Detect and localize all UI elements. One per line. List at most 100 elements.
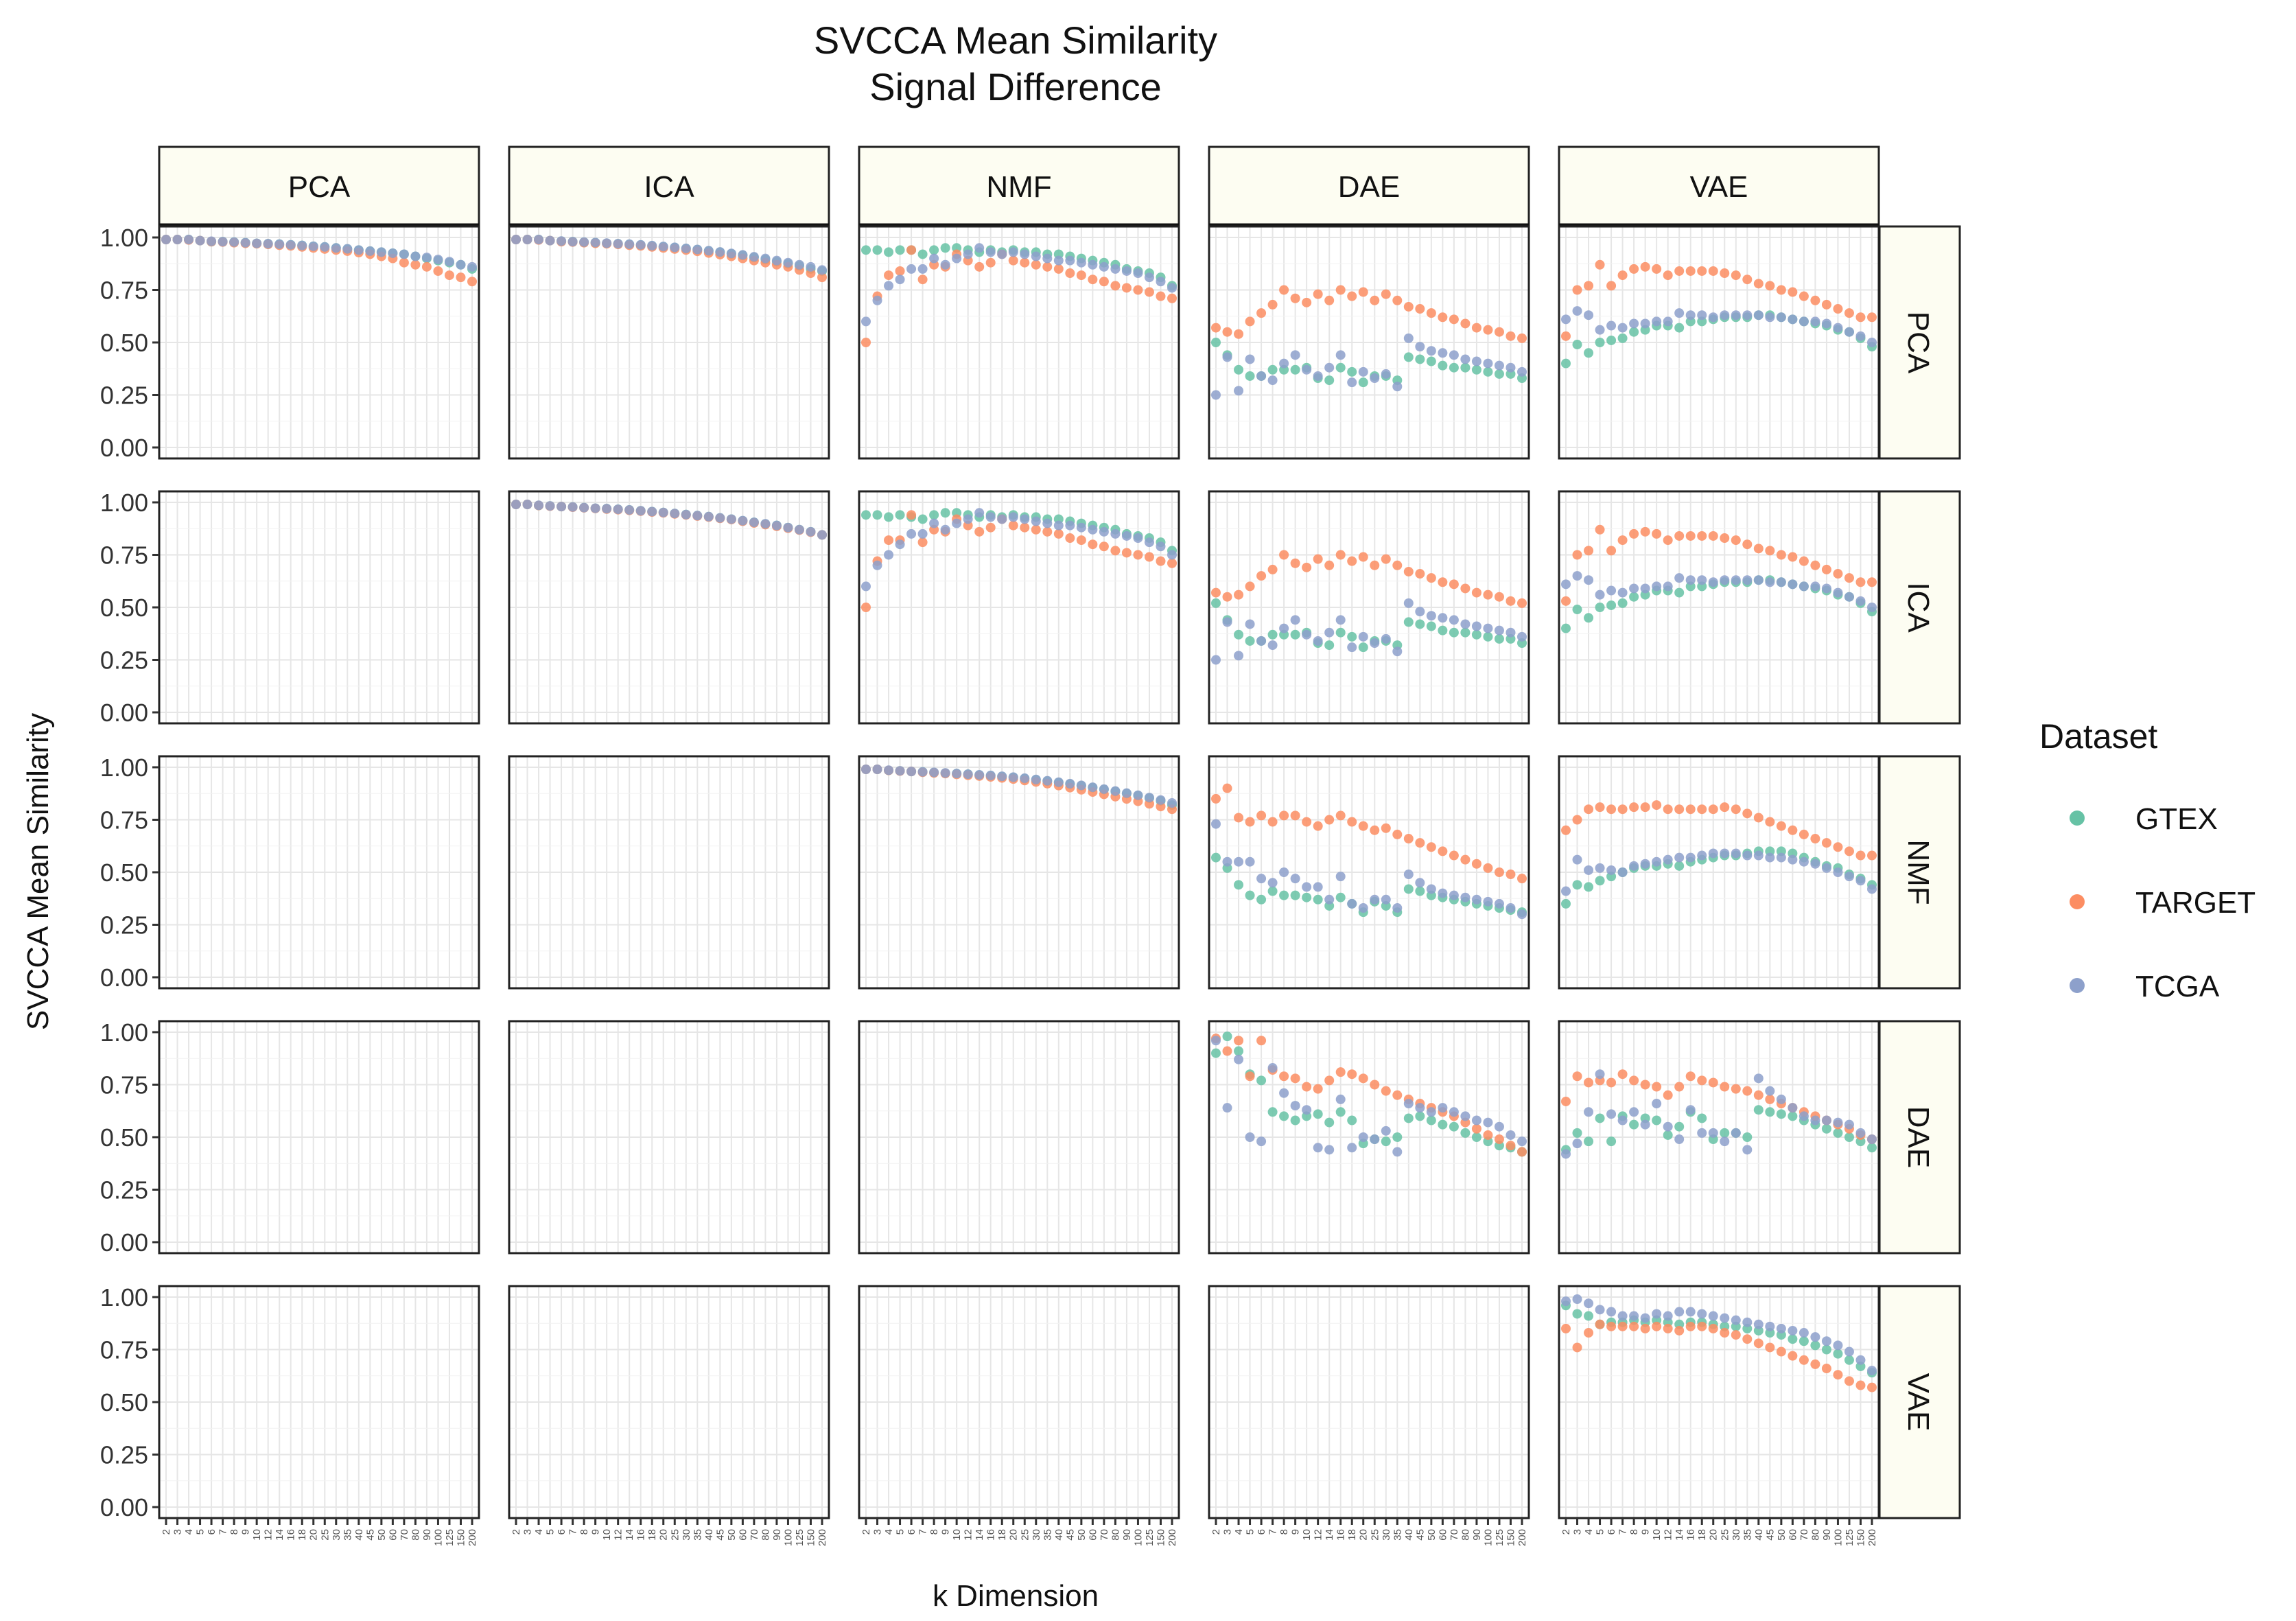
data-point-tcga [1685, 310, 1696, 320]
data-point-tcga [1674, 1307, 1685, 1317]
data-point-tcga [511, 500, 521, 510]
x-tick-label: 3 [1572, 1529, 1584, 1535]
data-point-gtex [1438, 360, 1448, 371]
data-point-tcga [297, 240, 307, 250]
data-point-tcga [1222, 617, 1232, 627]
data-point-target [1245, 316, 1255, 327]
data-point-tcga [1742, 850, 1753, 861]
data-point-tcga [726, 248, 736, 259]
x-tick-label: 20 [658, 1529, 670, 1541]
y-tick-label: 0.25 [100, 911, 148, 940]
data-point-target [1358, 552, 1368, 562]
panel-border [508, 225, 830, 460]
data-point-tcga [1313, 635, 1323, 646]
x-tick-label: 4 [533, 1529, 545, 1535]
data-point-gtex [1494, 369, 1504, 379]
data-point-target [1697, 804, 1707, 815]
data-point-gtex [1606, 335, 1617, 345]
data-point-target [1788, 552, 1798, 562]
x-tick-label: 14 [624, 1529, 635, 1541]
data-point-tcga [1855, 1355, 1866, 1365]
data-point-tcga [1821, 1115, 1831, 1126]
x-tick-label: 90 [1471, 1529, 1483, 1541]
column-strip-vae [1558, 145, 1880, 226]
data-point-tcga [997, 514, 1007, 524]
data-point-tcga [1426, 884, 1436, 894]
data-point-target [1222, 783, 1232, 793]
data-point-tcga [1381, 894, 1391, 905]
data-point-target [1460, 583, 1471, 594]
x-tick-label: 9 [1640, 1529, 1652, 1535]
data-point-tcga [1506, 627, 1516, 638]
data-point-target [1799, 556, 1809, 566]
data-point-tcga [1629, 1107, 1639, 1117]
data-point-tcga [1821, 583, 1831, 594]
data-point-target [1584, 281, 1594, 291]
data-point-gtex [929, 245, 939, 255]
data-point-tcga [952, 518, 962, 528]
data-point-tcga [545, 501, 555, 511]
data-point-tcga [1697, 1128, 1707, 1138]
data-point-tcga [1008, 772, 1018, 782]
data-point-target [1833, 569, 1843, 579]
x-tick-label: 12 [613, 1529, 624, 1541]
data-point-gtex [1471, 364, 1481, 375]
data-point-tcga [647, 506, 657, 517]
row-strip-pca [1877, 225, 1961, 460]
data-point-tcga [433, 255, 443, 265]
data-point-tcga [1629, 1311, 1639, 1321]
data-point-tcga [1561, 1149, 1571, 1159]
data-point-tcga [1438, 613, 1448, 623]
data-point-tcga [467, 261, 477, 272]
data-point-tcga [1720, 1313, 1730, 1323]
panel-border [858, 755, 1180, 990]
panel-vae-pca [158, 1285, 480, 1519]
data-point-tcga [647, 240, 657, 250]
data-point-target [421, 261, 432, 272]
data-point-tcga [738, 250, 748, 260]
data-point-tcga [1561, 1296, 1571, 1307]
data-point-target [1720, 268, 1730, 279]
data-point-target [1652, 800, 1662, 810]
x-tick-label: 60 [737, 1529, 749, 1541]
data-point-gtex [1471, 1132, 1481, 1142]
data-point-tcga [1245, 354, 1255, 364]
data-point-gtex [1290, 629, 1300, 640]
x-tick-label: 125 [794, 1529, 806, 1546]
data-point-target [1697, 1321, 1707, 1331]
data-point-target [1144, 287, 1154, 297]
data-point-target [1335, 285, 1346, 295]
data-point-tcga [1799, 316, 1809, 327]
x-tick-label: 5 [895, 1529, 906, 1535]
x-tick-label: 2 [1210, 1529, 1222, 1535]
data-point-tcga [1088, 524, 1098, 535]
data-point-gtex [1256, 894, 1267, 905]
data-point-tcga [1031, 774, 1041, 784]
panel-pca-ica [508, 225, 830, 460]
data-point-tcga [1290, 350, 1300, 360]
panel-pca-pca [158, 225, 480, 460]
data-point-tcga [1595, 325, 1605, 335]
data-point-tcga [1133, 268, 1143, 279]
x-tick-label: 25 [1369, 1529, 1381, 1541]
data-point-tcga [1753, 1319, 1764, 1329]
data-point-target [1629, 1321, 1639, 1331]
data-point-gtex [1335, 362, 1346, 373]
row-strip-label: NMF [1901, 839, 1935, 905]
x-tick-label: 50 [726, 1529, 738, 1541]
data-point-tcga [1494, 898, 1504, 909]
data-point-target [985, 522, 996, 533]
data-point-target [444, 270, 454, 281]
data-point-target [1720, 802, 1730, 813]
data-point-tcga [1403, 333, 1414, 343]
y-tick-label: 0.75 [100, 277, 148, 305]
data-point-target [1765, 546, 1775, 556]
data-point-tcga [1042, 253, 1053, 264]
data-point-target [1460, 318, 1471, 329]
x-tick-label: 5 [1595, 1529, 1606, 1535]
data-point-target [1652, 528, 1662, 539]
data-point-gtex [1347, 631, 1357, 642]
x-tick-label: 18 [1696, 1529, 1708, 1541]
x-tick-label: 200 [467, 1529, 478, 1546]
data-point-tcga [738, 515, 748, 526]
